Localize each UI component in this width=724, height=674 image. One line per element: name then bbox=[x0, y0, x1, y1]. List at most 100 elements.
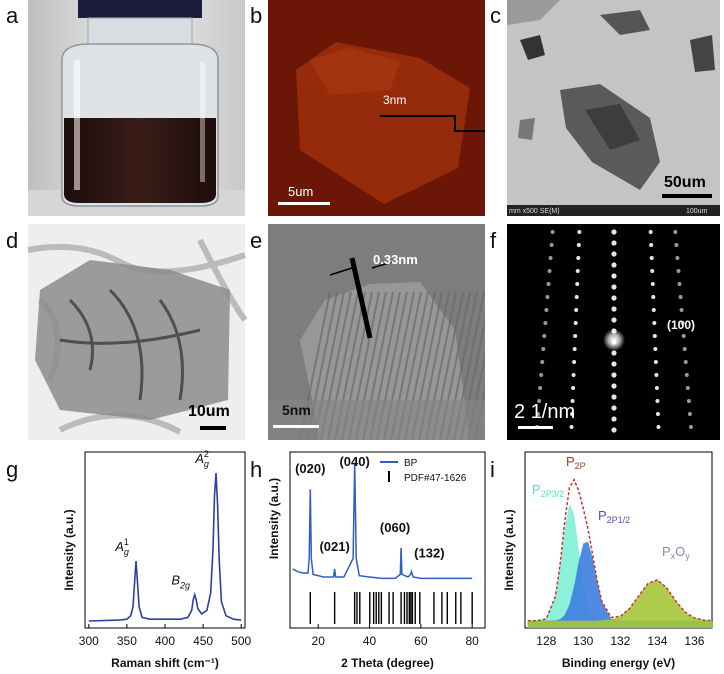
spot bbox=[611, 405, 617, 411]
spot bbox=[611, 372, 617, 378]
spot bbox=[650, 282, 655, 286]
x-tick-label: 134 bbox=[647, 634, 667, 648]
spot bbox=[674, 243, 679, 247]
spot bbox=[688, 425, 693, 429]
spot bbox=[648, 230, 653, 234]
component-label-base: P bbox=[662, 544, 671, 559]
image-annotation: 5um bbox=[288, 184, 313, 199]
sem-image bbox=[507, 0, 720, 216]
peak-label: (020) bbox=[295, 461, 325, 476]
x-tick-label: 20 bbox=[312, 634, 326, 648]
spot bbox=[569, 425, 574, 429]
x-tick-label: 400 bbox=[155, 634, 175, 648]
peak-label-sub: g bbox=[124, 547, 129, 557]
spot bbox=[573, 334, 578, 338]
spot bbox=[655, 399, 660, 403]
hrtem-image bbox=[268, 224, 485, 440]
peak-label-base: B bbox=[171, 573, 180, 588]
peak-label: (040) bbox=[339, 454, 369, 469]
spot bbox=[546, 282, 551, 286]
panel-label: c bbox=[490, 3, 501, 28]
image-annotation: 50um bbox=[664, 174, 706, 191]
panel-label: g bbox=[6, 457, 18, 482]
spot bbox=[611, 317, 617, 323]
spectrum-line bbox=[88, 473, 242, 622]
plot-frame bbox=[289, 451, 486, 629]
peak-label: A1 g bbox=[114, 537, 129, 557]
spot bbox=[653, 360, 658, 364]
x-tick-label: 450 bbox=[193, 634, 213, 648]
spot bbox=[654, 373, 659, 377]
spot bbox=[571, 373, 576, 377]
spot bbox=[611, 306, 617, 312]
diffraction-spots bbox=[535, 229, 693, 433]
spot bbox=[675, 256, 680, 260]
spot bbox=[576, 243, 581, 247]
saed-image bbox=[507, 224, 720, 440]
spot bbox=[611, 240, 617, 246]
x-axis-title: Binding energy (eV) bbox=[562, 656, 675, 670]
component-label: PxOy bbox=[662, 544, 690, 561]
spot bbox=[685, 386, 690, 390]
spot bbox=[545, 295, 550, 299]
spot bbox=[678, 295, 683, 299]
spot bbox=[575, 269, 580, 273]
spot bbox=[611, 262, 617, 268]
spot bbox=[538, 386, 543, 390]
spot bbox=[677, 282, 682, 286]
image-annotation: mm x500 SE(M) bbox=[509, 208, 560, 215]
afm-image bbox=[268, 0, 485, 216]
spot bbox=[680, 321, 685, 325]
component-label: P2P1/2 bbox=[598, 508, 630, 525]
peak-label-sup: 2 bbox=[204, 449, 209, 459]
peak-label: A2 g bbox=[194, 449, 209, 469]
image-annotation: 0.33nm bbox=[373, 252, 418, 267]
spot bbox=[649, 243, 654, 247]
spot bbox=[654, 386, 659, 390]
spot bbox=[540, 360, 545, 364]
image-annotation: 100um bbox=[686, 208, 708, 215]
spot bbox=[651, 308, 656, 312]
envelope-line bbox=[527, 477, 713, 622]
x-tick-label: 300 bbox=[79, 634, 99, 648]
component-label-sub: 2P1/2 bbox=[607, 515, 631, 525]
peak-label-base: A bbox=[114, 539, 124, 554]
spot bbox=[575, 282, 580, 286]
spot bbox=[611, 295, 617, 301]
spot bbox=[676, 269, 681, 273]
x-axis-title: Raman shift (cm⁻¹) bbox=[111, 656, 219, 670]
x-tick-label: 132 bbox=[610, 634, 630, 648]
spot bbox=[682, 347, 687, 351]
x-tick-label: 80 bbox=[465, 634, 479, 648]
spot bbox=[537, 399, 542, 403]
y-axis-title: Intensity (a.u.) bbox=[62, 509, 76, 590]
spot bbox=[550, 230, 555, 234]
spot bbox=[687, 412, 692, 416]
spot bbox=[655, 412, 660, 416]
x-tick-label: 350 bbox=[117, 634, 137, 648]
spot bbox=[683, 360, 688, 364]
component-label-base: P bbox=[566, 454, 575, 469]
spot bbox=[653, 347, 658, 351]
component-label-sub: 2P3/2 bbox=[541, 489, 565, 499]
photo-vial bbox=[28, 0, 245, 216]
spot bbox=[652, 334, 657, 338]
spot bbox=[577, 230, 582, 234]
x-axis-title: 2 Theta (degree) bbox=[341, 656, 434, 670]
legend-label: BP bbox=[404, 458, 418, 469]
image-annotation: 3nm bbox=[383, 93, 406, 107]
spot bbox=[611, 350, 617, 356]
x-tick-label: 128 bbox=[536, 634, 556, 648]
spot bbox=[611, 394, 617, 400]
image-annotation: 5nm bbox=[282, 402, 311, 418]
peak-label-sub: 2g bbox=[179, 581, 190, 591]
component-fill bbox=[527, 541, 713, 628]
spot bbox=[649, 256, 654, 260]
spot bbox=[549, 243, 554, 247]
component-fill bbox=[527, 579, 713, 628]
spot bbox=[681, 334, 686, 338]
spot bbox=[576, 256, 581, 260]
spot bbox=[611, 383, 617, 389]
peak-label-sub: g bbox=[204, 459, 209, 469]
peak-label-base: A bbox=[194, 451, 204, 466]
